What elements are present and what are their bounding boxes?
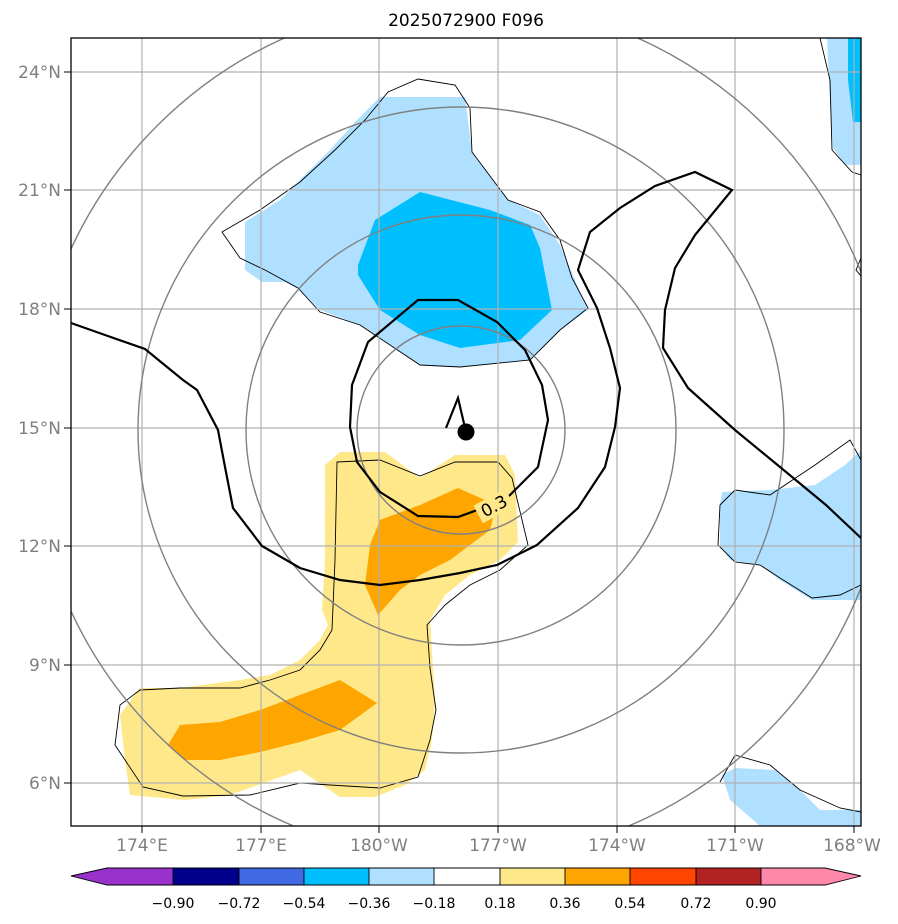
y-ticks xyxy=(64,71,71,784)
colorbar-tick-label: 0.72 xyxy=(680,896,711,912)
colorbar-segment xyxy=(500,868,565,885)
x-tick-label: 180°W xyxy=(350,836,408,856)
colorbar-tick-label: −0.72 xyxy=(218,896,261,912)
x-tick-label: 177°E xyxy=(235,836,287,856)
y-tick-label: 15°N xyxy=(18,419,61,439)
contour-label-background xyxy=(473,488,515,524)
colorbar-segment xyxy=(565,868,630,885)
map-frame xyxy=(70,37,862,827)
gridlines xyxy=(71,38,861,826)
colorbar-segment xyxy=(696,868,761,885)
y-tick-label: 6°N xyxy=(29,774,61,794)
x-tick-label: 174°W xyxy=(588,836,646,856)
colorbar-segment xyxy=(761,868,825,885)
colorbar-segment xyxy=(173,868,239,885)
colorbar-tick-label: 0.54 xyxy=(614,896,645,912)
colorbar-tick-label: 0.36 xyxy=(549,896,580,912)
colorbar-segment xyxy=(71,868,107,885)
y-tick-label: 21°N xyxy=(18,181,61,201)
colorbar-segment xyxy=(304,868,369,885)
outline-southeast-anomaly xyxy=(719,754,861,813)
storm-center-marker xyxy=(457,423,475,441)
colorbar-outline xyxy=(70,867,862,886)
colorbar: −0.90 −0.72 −0.54 −0.36 −0.18 0.18 0.36 … xyxy=(70,867,862,912)
y-tick-label: 12°N xyxy=(18,537,61,557)
shade-pos-orange-southwest xyxy=(168,680,377,760)
contour-outer-loop xyxy=(71,170,861,587)
colorbar-segment xyxy=(434,868,500,885)
colorbar-segment xyxy=(825,868,861,885)
x-tick-label: 174°E xyxy=(116,836,168,856)
x-tick-label: 168°W xyxy=(823,836,881,856)
colorbar-tick-label: 0.18 xyxy=(484,896,515,912)
y-tick-label: 18°N xyxy=(18,300,61,320)
colorbar-tick-label: −0.90 xyxy=(152,896,195,912)
colorbar-tick-label: −0.18 xyxy=(413,896,456,912)
colorbar-tick-label: −0.54 xyxy=(283,896,326,912)
chart-title: 2025072900 F096 xyxy=(388,11,544,31)
outline-north-anomaly xyxy=(221,78,589,368)
outline-northeast-anomaly xyxy=(819,38,861,176)
x-ticks xyxy=(141,826,855,833)
x-tick-label: 171°W xyxy=(706,836,764,856)
colorbar-segment xyxy=(630,868,696,885)
y-tick-label: 24°N xyxy=(18,63,61,83)
x-tick-label: 177°W xyxy=(469,836,527,856)
map-area: 0.3 xyxy=(71,38,861,826)
colorbar-segment xyxy=(369,868,434,885)
y-tick-label: 9°N xyxy=(29,656,61,676)
colorbar-tick-label: 0.90 xyxy=(745,896,776,912)
colorbar-segment xyxy=(107,868,173,885)
range-rings xyxy=(71,38,861,826)
colorbar-tick-label: −0.36 xyxy=(348,896,391,912)
outline-east-anomaly xyxy=(717,439,861,599)
outline-east-small xyxy=(855,257,861,277)
storm-track-marker xyxy=(444,394,468,433)
colorbar-segment xyxy=(239,868,304,885)
